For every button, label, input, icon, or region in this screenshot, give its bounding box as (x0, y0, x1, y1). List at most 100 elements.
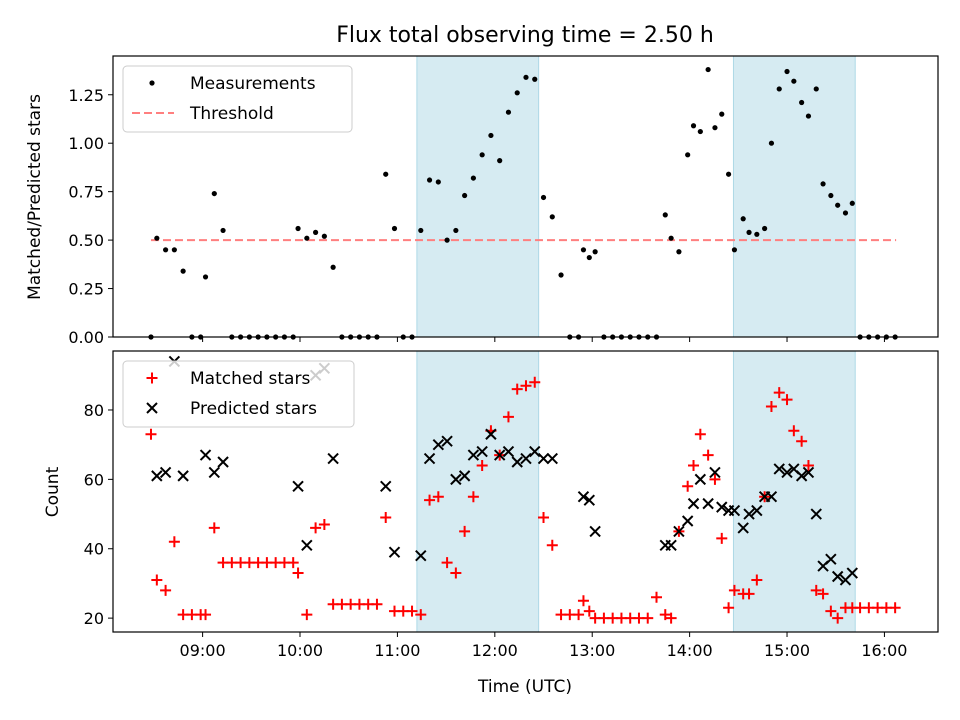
predicted-star-point (694, 473, 707, 486)
predicted-star-point (751, 504, 763, 517)
predicted-star-point (716, 501, 728, 513)
matched-star-point (765, 401, 777, 413)
matched-star-point (651, 591, 663, 603)
matched-star-point (716, 532, 728, 544)
predicted-star-point (388, 546, 401, 558)
measurement-point (849, 200, 855, 206)
predicted-star-point (520, 452, 532, 465)
legend-matched-marker (146, 372, 158, 384)
x-tick-label: 09:00 (180, 641, 226, 660)
measurement-point (746, 229, 752, 235)
matched-star-point (538, 512, 550, 524)
shaded-interval (416, 350, 540, 633)
predicted-star-point (673, 525, 685, 538)
measurement-point (754, 231, 760, 237)
measurement-point (776, 86, 782, 92)
y-tick-label: 1.00 (68, 134, 104, 153)
matched-star-point (310, 522, 322, 534)
predicted-star-point (825, 553, 837, 565)
x-tick-label: 11:00 (374, 641, 420, 660)
shaded-interval (732, 350, 856, 633)
matched-star-point (459, 525, 471, 537)
predicted-star-point (485, 428, 497, 440)
measurement-point (725, 171, 732, 177)
predicted-star-point (511, 456, 523, 468)
predicted-star-point (327, 452, 339, 465)
measurement-point (835, 202, 841, 208)
predicted-star-point (577, 490, 590, 503)
measurement-point (662, 212, 668, 218)
matched-star-point (773, 387, 785, 399)
matched-star-point (424, 494, 436, 506)
matched-star-point (476, 459, 488, 471)
measurement-point (540, 194, 547, 201)
predicted-star-point (795, 470, 808, 482)
measurement-point (211, 190, 217, 197)
measurement-point (731, 247, 738, 253)
matched-star-point (511, 383, 523, 395)
predicted-star-point (665, 539, 677, 551)
matched-star-point (450, 567, 462, 579)
measurement-point (712, 125, 718, 131)
legend-box (122, 65, 353, 133)
measurement-point (295, 225, 301, 232)
predicted-star-point (441, 435, 453, 447)
matched-star-point (200, 609, 212, 621)
measurement-point (453, 227, 459, 234)
bottom-y-axis-label: Count (43, 466, 63, 517)
matched-star-point (642, 612, 654, 624)
matched-star-point (151, 574, 163, 586)
measurement-point (791, 78, 797, 84)
predicted-star-point (765, 490, 778, 503)
predicted-star-point (493, 449, 506, 461)
predicted-star-point (177, 470, 189, 482)
matched-star-point (577, 595, 589, 607)
legend-box (122, 360, 355, 428)
measurement-point (805, 113, 812, 119)
matched-star-point (802, 459, 814, 471)
predicted-star-point (743, 508, 755, 520)
measurement-point (820, 181, 826, 187)
measurement-point (321, 233, 327, 239)
top-y-axis-label: Matched/Predicted stars (25, 94, 45, 300)
measurement-point (304, 235, 310, 241)
matched-star-point (441, 557, 453, 569)
x-tick-label: 13:00 (569, 641, 615, 660)
measurement-point (435, 179, 441, 185)
matched-star-point (467, 491, 479, 503)
matched-star-point (301, 609, 313, 621)
matched-star-point (529, 376, 541, 388)
measurement-point (391, 225, 398, 232)
matched-star-point (825, 605, 837, 617)
predicted-star-point (589, 525, 601, 538)
legend: Matched stars Predicted stars (122, 360, 355, 428)
predicted-star-point (709, 466, 721, 479)
measurement-point (668, 235, 674, 241)
predicted-star-point (450, 473, 462, 486)
matched-star-point (406, 605, 418, 617)
measurement-point (154, 235, 160, 241)
predicted-star-point (159, 466, 172, 479)
predicted-star-point (502, 445, 515, 458)
matched-star-point (889, 602, 901, 614)
matched-star-point (292, 567, 304, 579)
legend-predicted-marker (146, 402, 158, 414)
y-tick-label: 0.25 (68, 280, 104, 299)
matched-star-point (665, 612, 677, 624)
x-tick-label: 14:00 (667, 641, 713, 660)
legend: Measurements Threshold (122, 65, 353, 133)
predicted-star-point (810, 508, 822, 520)
axes-frame (112, 55, 939, 338)
predicted-star-point (702, 497, 714, 510)
y-tick-label: 0.50 (68, 231, 104, 250)
predicted-star-point (476, 445, 488, 458)
measurement-point (740, 216, 746, 222)
x-axis-label: Time (UTC) (477, 677, 572, 697)
x-tick-label: 15:00 (764, 641, 810, 660)
y-tick-label: 1.25 (68, 86, 104, 105)
measurement-point (768, 140, 775, 146)
measurement-point (523, 74, 529, 80)
matched-star-point (380, 512, 392, 524)
matched-star-point (208, 522, 220, 534)
